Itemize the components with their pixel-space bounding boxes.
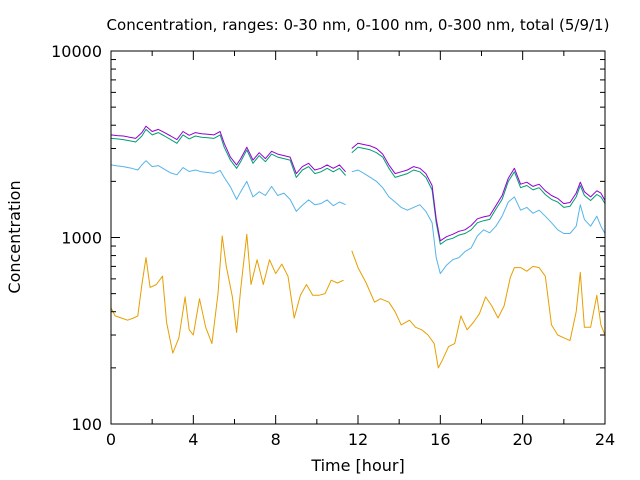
x-tick-label: 16	[430, 430, 450, 449]
y-axis-title: Concentration	[5, 180, 24, 293]
x-tick-label: 24	[595, 430, 615, 449]
x-tick-label: 8	[271, 430, 281, 449]
x-tick-label: 4	[188, 430, 198, 449]
series-layer	[110, 125, 606, 369]
series-4-line-segment-2	[351, 142, 606, 242]
axes-layer: 0 4 8 12 16 20 24 100 1000 10000	[51, 42, 615, 449]
x-tick-label: 12	[348, 430, 368, 449]
series-3-line-segment-2	[351, 146, 606, 245]
plot-frame	[110, 50, 606, 425]
series-3-line-segment-1	[110, 128, 346, 178]
series-1-line-segment-1	[110, 233, 344, 354]
series-1-line-segment-2	[351, 250, 606, 369]
series-2-line-segment-1	[110, 160, 346, 212]
chart-title: Concentration, ranges: 0-30 nm, 0-100 nm…	[107, 16, 610, 34]
y-tick-label: 100	[71, 415, 102, 434]
series-2-line-segment-2	[351, 169, 606, 275]
y-tick-label: 10000	[51, 42, 102, 61]
y-tick-label: 1000	[61, 229, 102, 248]
series-4-line-segment-1	[110, 125, 346, 175]
x-tick-label: 20	[512, 430, 532, 449]
x-tick-label: 0	[106, 430, 116, 449]
x-axis-title: Time [hour]	[310, 456, 404, 475]
